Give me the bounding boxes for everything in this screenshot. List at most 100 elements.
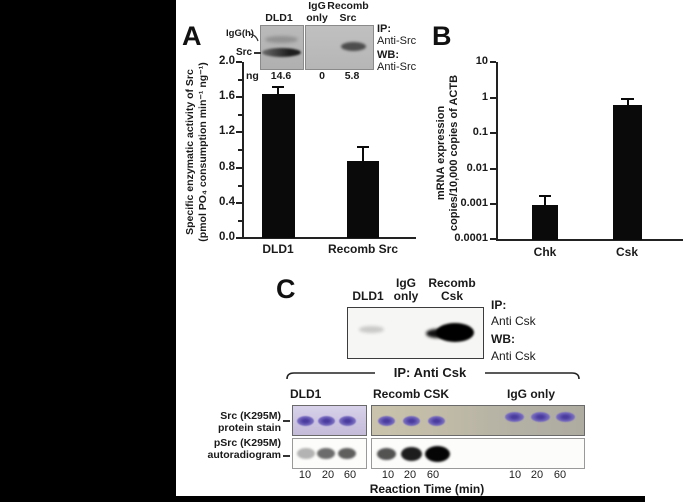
c-blot-lane-csk: Csk [440, 289, 463, 304]
time-label: 60 [426, 469, 440, 481]
chart-b-ytick-label: 0.0001 [454, 232, 488, 244]
marker-label-src: Src [236, 47, 253, 58]
csk-strong-band-recomb [436, 323, 474, 342]
autorad-band [297, 448, 315, 459]
chart-a-tick [236, 167, 242, 169]
chart-b-ytick-label: 1 [481, 91, 488, 103]
chart-b-bar-csk [613, 104, 642, 240]
protein-band [531, 412, 550, 422]
igg-heavy-band [265, 36, 298, 43]
chart-b-ytick-label: 0.1 [472, 126, 488, 138]
autoradiogram-gel-dld1 [292, 438, 367, 469]
inset-lane-label-recomb-src: Recomb Src [326, 0, 370, 24]
inset-lane-label-dld1: DLD1 [265, 12, 293, 24]
chart-a-minor-tick [238, 185, 242, 187]
chart-b-ytick-label: 0.001 [460, 197, 488, 209]
chart-a-minor-tick [238, 114, 242, 116]
inset-lane-label-igg-only: IgG only [300, 0, 334, 24]
protein-band [505, 412, 524, 422]
chart-a-y-axis [242, 62, 244, 238]
time-label: 60 [343, 469, 357, 481]
autorad-band [317, 448, 335, 459]
ng-value-recomb: 5.8 [344, 70, 360, 82]
chart-a-y-axis-title-line2: (pmol PO₄ consumption min⁻¹ ng⁻¹) [197, 62, 209, 242]
c-wb-label: WB: [491, 332, 515, 346]
recomb-src-band [341, 42, 366, 51]
inset-lane-igg: IgG [308, 0, 326, 12]
chart-a-tick [236, 96, 242, 98]
c-blot-lane-recomb-csk: Recomb Csk [427, 276, 477, 304]
time-label: 10 [298, 469, 312, 481]
row1-pointer-dash [283, 420, 290, 422]
igg-h-pointer-line [249, 33, 259, 42]
chart-a-tick [236, 131, 242, 133]
protein-stain-gel-recomb-igg [371, 405, 585, 436]
time-label: 20 [530, 469, 544, 481]
chart-a-bar-dld1 [262, 93, 295, 238]
inset-wb-label: WB: [377, 49, 399, 61]
inset-lane-only: only [306, 11, 328, 24]
protein-band [297, 416, 314, 426]
reaction-time-axis-label: Reaction Time (min) [369, 482, 485, 496]
western-blot-anti-csk [347, 307, 484, 359]
chart-b-tick [490, 168, 496, 170]
chart-b-tick [490, 61, 496, 63]
chart-b-xcat-chk: Chk [533, 245, 557, 259]
time-label: 10 [508, 469, 522, 481]
chart-a-minor-tick [238, 149, 242, 151]
inset-ip-target: Anti-Src [377, 35, 417, 47]
chart-b-tick [490, 203, 496, 205]
inset-lane-src: Src [339, 11, 357, 24]
time-label: 20 [403, 469, 417, 481]
c-blot-lane-dld1: DLD1 [352, 289, 384, 303]
panel-a-letter: A [182, 21, 202, 51]
chart-a-error-bar-dld1 [272, 85, 284, 96]
row-label-psrc-k295m: pSrc (K295M) [213, 437, 281, 449]
chart-b-xcat-csk: Csk [615, 245, 638, 259]
time-label: 20 [321, 469, 335, 481]
western-blot-dld1 [260, 25, 304, 70]
row-label-protein-stain: protein stain [217, 422, 281, 434]
chart-b-y-axis-title-line1: mRNA expression [435, 105, 447, 201]
protein-band [339, 416, 356, 426]
autorad-band [338, 448, 356, 459]
src-band [262, 48, 301, 57]
row2-pointer-dash [283, 455, 290, 457]
csk-faint-band-dld1 [359, 326, 384, 333]
chart-a-minor-tick [238, 220, 242, 222]
row-label-autoradiogram: autoradiogram [207, 449, 281, 461]
chart-a-minor-tick [238, 79, 242, 81]
panel-c-letter: C [276, 274, 296, 304]
protein-band [378, 416, 395, 426]
chart-a-tick [236, 202, 242, 204]
chart-a-tick [236, 237, 242, 239]
chart-a-xcat-dld1: DLD1 [262, 242, 294, 256]
chart-a-bar-recomb-src [347, 160, 379, 238]
inset-wb-target: Anti-Src [377, 61, 417, 73]
autorad-band [425, 446, 450, 462]
gel-group-igg-only: IgG only [507, 387, 555, 401]
ng-value-igg: 0 [319, 70, 325, 82]
chart-b-bar-chk [532, 204, 558, 240]
c-blot-lane-only: only [393, 289, 419, 304]
panel-b-letter: B [432, 21, 452, 51]
figure-background-notch [645, 496, 683, 502]
chart-b-tick [490, 132, 496, 134]
protein-band [318, 416, 335, 426]
protein-band [403, 416, 420, 426]
protein-band [556, 412, 575, 422]
chart-b-ytick-label: 0.01 [466, 162, 488, 174]
chart-a-error-bar-recomb-src [357, 145, 369, 163]
ng-value-dld1: 14.6 [270, 70, 292, 82]
c-ip-label: IP: [491, 298, 507, 312]
chart-a-ytick-label: 1.6 [219, 90, 235, 102]
chart-b-error-bar-chk [539, 194, 551, 207]
inset-lane-recomb: Recomb [327, 0, 369, 12]
chart-a-x-axis [242, 237, 416, 239]
chart-b-y-axis-title: mRNA expression copies/10,000 copies of … [435, 58, 461, 248]
chart-b-y-axis [496, 62, 498, 241]
chart-a-xcat-recomb-src: Recomb Src [327, 242, 399, 256]
chart-b-error-bar-csk [621, 98, 634, 107]
row-label-src-k295m: Src (K295M) [220, 410, 281, 422]
